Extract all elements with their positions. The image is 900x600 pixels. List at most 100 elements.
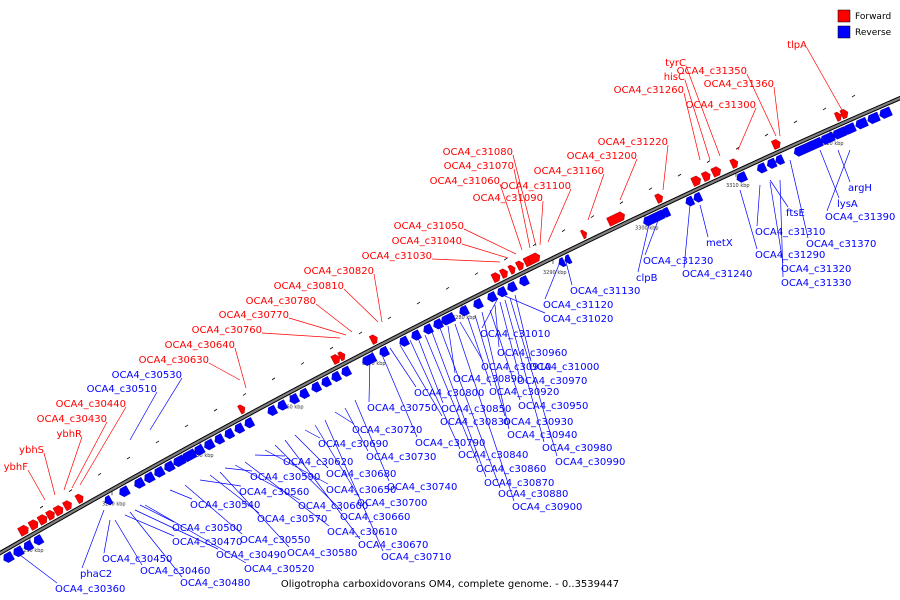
leader-line <box>494 304 500 348</box>
leader-line <box>234 347 247 389</box>
forward-gene-1 <box>27 519 39 531</box>
gene-label: OCA4_c31100 <box>501 181 571 192</box>
gene-label: OCA4_c30820 <box>304 266 374 277</box>
forward-gene-16 <box>526 252 541 266</box>
forward-gene-3 <box>45 510 55 521</box>
leader-line <box>806 47 843 111</box>
leader-line <box>463 228 517 255</box>
minor-mark <box>155 440 160 444</box>
gene-label: OCA4_c30560 <box>239 487 309 498</box>
reverse-gene-13 <box>204 438 216 451</box>
gene-label: OCA4_c30980 <box>542 443 612 454</box>
leader-line <box>417 337 444 404</box>
leader-line <box>184 484 243 535</box>
forward-gene-24 <box>770 139 781 150</box>
leader-line <box>424 334 479 464</box>
reverse-gene-36 <box>497 286 508 298</box>
minor-mark <box>271 377 276 381</box>
leader-line <box>284 439 361 540</box>
leader-line <box>514 294 532 362</box>
leader-line <box>209 474 260 514</box>
leader-line <box>461 243 509 259</box>
leader-line <box>547 188 572 243</box>
gene-label: OCA4_c30640 <box>165 340 235 351</box>
forward-gene-12 <box>499 268 508 279</box>
gene-label: ybhF <box>4 462 29 473</box>
gene-label: clpB <box>636 273 658 284</box>
tick-label-3: 3260 kbp <box>280 404 304 410</box>
reverse-gene-37 <box>507 281 518 293</box>
gene-label: OCA4_c30780 <box>246 296 316 307</box>
leader-line <box>439 327 501 489</box>
reverse-gene-5 <box>119 485 131 498</box>
leader-line <box>261 332 341 339</box>
gene-label: OCA4_c30630 <box>139 355 209 366</box>
reverse-gene-3 <box>33 534 45 546</box>
reverse-gene-41 <box>643 209 666 227</box>
gene-label: tyrC <box>665 58 686 69</box>
minor-mark <box>677 173 682 177</box>
gene-label: metX <box>706 238 733 249</box>
tick-label-5: 3280 kbp <box>452 315 476 321</box>
gene-label: OCA4_c30860 <box>476 464 546 475</box>
gene-label: OCA4_c31260 <box>614 85 684 96</box>
leader-line <box>504 299 545 443</box>
gene-label: OCA4_c30580 <box>287 548 357 559</box>
gene-label: OCA4_c31160 <box>534 166 604 177</box>
reverse-gene-48 <box>775 154 786 166</box>
gene-label: OCA4_c30670 <box>358 540 428 551</box>
gene-label: OCA4_c30850 <box>441 404 511 415</box>
tick-label-2: 3250 kbp <box>190 453 214 459</box>
legend-swatch-1 <box>837 25 851 39</box>
genome-axis <box>0 96 900 555</box>
reverse-gene-26 <box>362 352 378 367</box>
gene-label: OCA4_c31220 <box>598 137 668 148</box>
gene-label: OCA4_c31330 <box>781 278 851 289</box>
leader-line <box>619 158 638 201</box>
leader-line <box>513 168 531 249</box>
leader-line <box>315 303 353 333</box>
leader-line <box>773 86 781 137</box>
leader-line <box>224 467 253 472</box>
gene-label: OCA4_c31310 <box>755 227 825 238</box>
gene-label: OCA4_c30890 <box>453 374 523 385</box>
forward-gene-13 <box>507 264 516 275</box>
gene-label: OCA4_c31080 <box>443 147 513 158</box>
leader-line <box>304 429 321 439</box>
gene-label: OCA4_c30600 <box>298 501 368 512</box>
reverse-gene-34 <box>473 298 484 310</box>
leader-line <box>324 419 384 552</box>
gene-label: OCA4_c30360 <box>55 584 125 595</box>
leader-line <box>343 288 379 323</box>
reverse-gene-56 <box>879 106 893 119</box>
gene-label: ybhR <box>56 429 82 440</box>
gene-label: OCA4_c30440 <box>56 399 126 410</box>
gene-label: hisC <box>664 72 685 83</box>
reverse-gene-40 <box>564 254 573 265</box>
leader-line <box>746 73 777 137</box>
forward-gene-5 <box>62 500 72 512</box>
reverse-gene-18 <box>267 404 279 416</box>
reverse-gene-52 <box>832 126 848 140</box>
minor-mark <box>619 201 624 204</box>
gene-label: OCA4_c31230 <box>643 256 713 267</box>
leader-line <box>499 183 523 251</box>
leader-line <box>344 407 369 452</box>
reverse-gene-11 <box>182 448 198 463</box>
leader-line <box>819 149 840 199</box>
reverse-gene-19 <box>277 399 289 411</box>
leader-line <box>379 349 418 438</box>
gene-label: OCA4_c31040 <box>392 236 462 247</box>
reverse-gene-38 <box>519 275 530 287</box>
leader-line <box>219 471 290 548</box>
tick-label-4: 3270 kbp <box>362 361 386 367</box>
gene-label: OCA4_c30480 <box>180 578 250 589</box>
reverse-gene-23 <box>321 376 333 388</box>
legend-label-1: Reverse <box>855 28 892 38</box>
gene-label: OCA4_c30490 <box>216 550 286 561</box>
minor-mark <box>590 215 595 218</box>
leader-line <box>129 391 158 441</box>
leader-line <box>71 421 108 489</box>
gene-label: OCA4_c31200 <box>567 151 637 162</box>
